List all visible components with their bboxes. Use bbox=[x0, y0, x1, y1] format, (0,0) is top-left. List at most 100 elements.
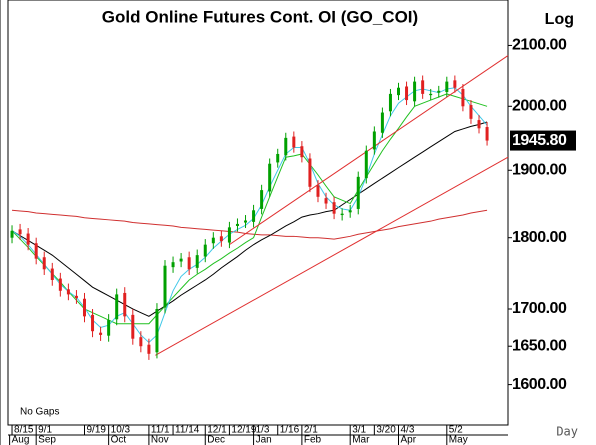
chart-title: Gold Online Futures Cont. OI (GO_COI) bbox=[102, 7, 418, 26]
y-tick-label: 1800.00 bbox=[512, 229, 567, 246]
candle-body bbox=[364, 150, 368, 179]
candle-body bbox=[123, 292, 127, 317]
scale-label: Log bbox=[545, 11, 574, 28]
candle-body bbox=[163, 265, 167, 308]
candle-body bbox=[348, 210, 352, 213]
x-tick-label: 1/16 bbox=[280, 425, 300, 436]
candle-body bbox=[227, 227, 231, 243]
candle-body bbox=[244, 220, 248, 223]
x-tick-label: 1/3 bbox=[256, 425, 270, 436]
month-label: Nov bbox=[151, 435, 169, 445]
candle-body bbox=[308, 158, 312, 187]
candle-body bbox=[107, 320, 111, 336]
candle-body bbox=[187, 257, 191, 270]
candle-body bbox=[260, 190, 264, 209]
candle-body bbox=[58, 278, 62, 291]
month-label: Dec bbox=[207, 435, 225, 445]
last-price-box bbox=[510, 130, 576, 151]
x-tick-label: 10/3 bbox=[111, 425, 131, 436]
candle-body bbox=[292, 136, 296, 148]
month-label: Oct bbox=[111, 435, 127, 445]
candle-body bbox=[324, 198, 328, 204]
x-tick-label: 2/1 bbox=[304, 425, 318, 436]
candle-body bbox=[421, 80, 425, 94]
candle-body bbox=[413, 81, 417, 102]
candle-body bbox=[179, 258, 183, 262]
candle-body bbox=[82, 298, 86, 317]
month-label: Apr bbox=[400, 435, 416, 445]
y-tick-label: 1700.00 bbox=[512, 300, 567, 317]
candle-body bbox=[26, 233, 30, 245]
y-tick-label: 2100.00 bbox=[512, 37, 567, 54]
candle-body bbox=[437, 90, 441, 93]
candle-body bbox=[284, 137, 288, 156]
candle-body bbox=[469, 105, 473, 119]
candle-body bbox=[380, 112, 384, 133]
candle-body bbox=[18, 229, 22, 235]
candle-body bbox=[388, 93, 392, 112]
candle-body bbox=[453, 80, 457, 88]
x-tick-label: 12/1 bbox=[207, 425, 227, 436]
month-label: Sep bbox=[38, 435, 56, 445]
candle-body bbox=[147, 344, 151, 354]
x-tick-label: 8/15 bbox=[14, 425, 34, 436]
moving-average bbox=[11, 93, 488, 325]
month-label: Mar bbox=[352, 435, 370, 445]
candle-body bbox=[276, 153, 280, 163]
candle-body bbox=[66, 289, 70, 295]
x-tick-label: 11/1 bbox=[151, 425, 170, 436]
candle-body bbox=[91, 314, 95, 332]
y-tick-label: 1650.00 bbox=[512, 337, 567, 354]
candle-body bbox=[195, 255, 199, 268]
month-label: May bbox=[449, 435, 468, 445]
candle-body bbox=[235, 223, 239, 226]
y-tick-label: 2000.00 bbox=[512, 98, 567, 115]
candle-body bbox=[34, 243, 38, 259]
candle-body bbox=[485, 127, 489, 141]
candle-body bbox=[155, 308, 159, 353]
candle-body bbox=[316, 185, 320, 197]
month-label: Aug bbox=[12, 435, 30, 445]
candle-body bbox=[461, 88, 465, 107]
gaps-label: No Gaps bbox=[20, 407, 59, 418]
y-tick-label: 1600.00 bbox=[512, 376, 567, 393]
x-tick-label: 5/2 bbox=[449, 425, 463, 436]
candle-body bbox=[300, 146, 304, 158]
x-tick-label: 3/20 bbox=[376, 425, 396, 436]
candle-body bbox=[10, 230, 14, 238]
candle-body bbox=[131, 314, 135, 339]
x-tick-label: 9/1 bbox=[38, 425, 52, 436]
candle-body bbox=[219, 236, 223, 242]
trend-line bbox=[155, 156, 509, 356]
x-tick-label: 12/19 bbox=[231, 425, 256, 436]
candle-body bbox=[340, 213, 344, 216]
candle-body bbox=[252, 210, 256, 222]
candle-body bbox=[477, 120, 481, 129]
candle-body bbox=[139, 337, 143, 347]
candle-body bbox=[115, 294, 119, 320]
candle-body bbox=[268, 163, 272, 192]
candle-body bbox=[356, 176, 360, 209]
x-tick-label: 4/3 bbox=[400, 425, 414, 436]
moving-average bbox=[11, 209, 488, 240]
period-label: Day bbox=[556, 425, 578, 439]
candle-body bbox=[203, 244, 207, 257]
x-tick-label: 3/1 bbox=[352, 425, 366, 436]
candle-body bbox=[171, 262, 175, 268]
moving-average bbox=[11, 121, 488, 317]
candle-body bbox=[332, 202, 336, 214]
candle-body bbox=[429, 93, 433, 96]
plot-frame bbox=[7, 0, 509, 426]
trend-line bbox=[229, 55, 509, 246]
month-label: Feb bbox=[304, 435, 322, 445]
candle-body bbox=[396, 87, 400, 96]
candle-body bbox=[42, 257, 46, 270]
candle-body bbox=[50, 268, 54, 280]
candle-body bbox=[74, 295, 78, 299]
x-tick-label: 11/14 bbox=[175, 425, 200, 436]
candle-body bbox=[211, 237, 215, 244]
candle-body bbox=[99, 332, 103, 335]
last-price-label: 1945.80 bbox=[512, 132, 567, 149]
candle-body bbox=[372, 131, 376, 150]
